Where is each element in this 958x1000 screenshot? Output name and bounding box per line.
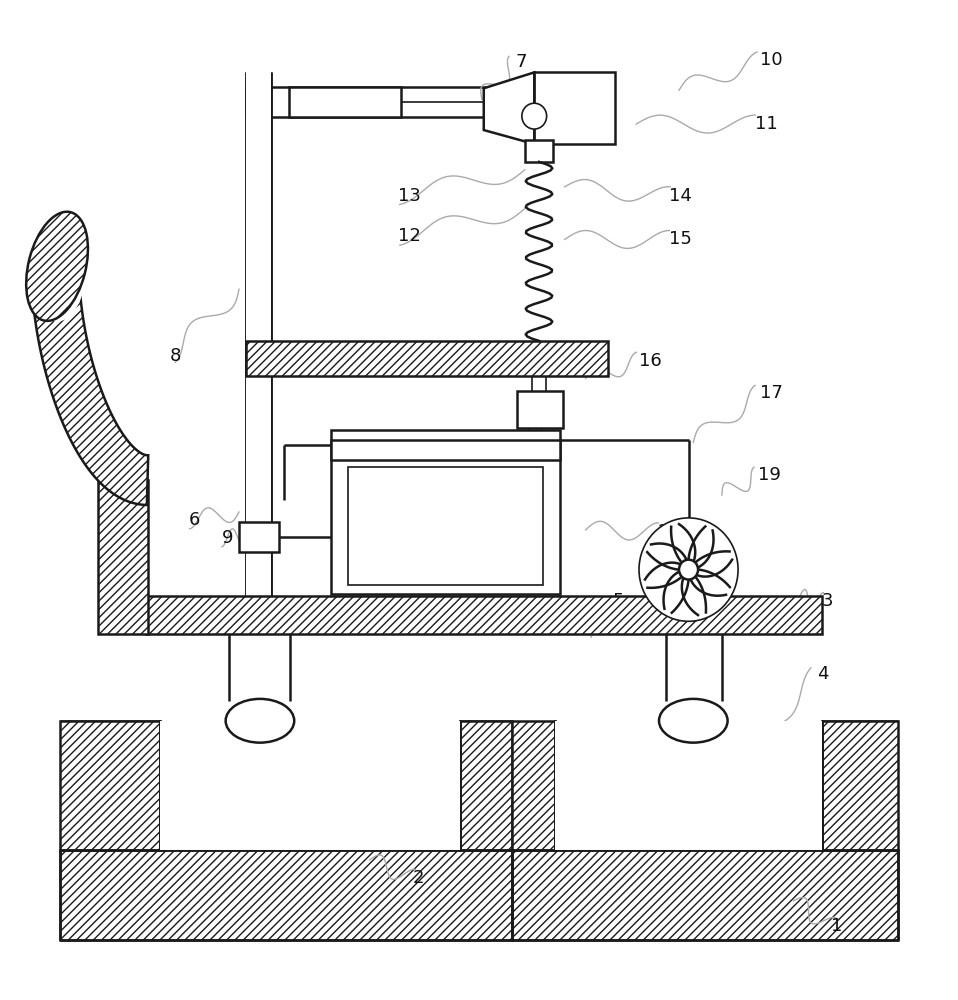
Text: 4: 4 [817,665,829,683]
Bar [98,480,148,634]
Bar [239,522,279,552]
Bar [288,87,400,117]
Circle shape [679,560,698,580]
Text: 2: 2 [412,869,423,887]
Text: 13: 13 [398,187,421,205]
Bar [822,721,898,850]
Bar [513,850,898,940]
Polygon shape [29,212,85,321]
Bar [60,850,513,940]
Text: 17: 17 [760,384,783,402]
Text: 19: 19 [758,466,781,484]
Bar [331,430,560,594]
Bar [513,721,556,850]
Text: 7: 7 [515,53,527,71]
Text: 14: 14 [670,187,693,205]
Circle shape [522,103,547,129]
Bar [245,341,607,376]
Bar [460,721,513,850]
Bar [556,721,822,850]
Ellipse shape [26,212,88,321]
Text: 5: 5 [612,592,624,610]
Text: 6: 6 [189,511,200,529]
Bar [331,440,560,460]
Bar [160,721,460,850]
Text: 18: 18 [422,501,445,519]
Text: 11: 11 [755,115,778,133]
Bar [146,596,822,634]
Circle shape [639,518,738,621]
Bar [245,72,271,634]
Text: 15: 15 [670,230,693,248]
Text: 9: 9 [222,529,234,547]
Polygon shape [32,266,148,505]
Text: 1: 1 [832,917,843,935]
Text: 12: 12 [398,227,421,245]
Bar [517,391,562,428]
Bar [525,140,554,162]
Bar [60,721,160,850]
Polygon shape [484,72,535,144]
Text: 20: 20 [658,523,681,541]
Text: 16: 16 [639,352,662,370]
Text: 8: 8 [170,347,181,365]
Ellipse shape [659,699,727,743]
Ellipse shape [226,699,294,743]
Bar [348,467,543,585]
Text: 10: 10 [760,51,783,69]
Text: 3: 3 [822,592,833,610]
Bar [535,72,615,144]
